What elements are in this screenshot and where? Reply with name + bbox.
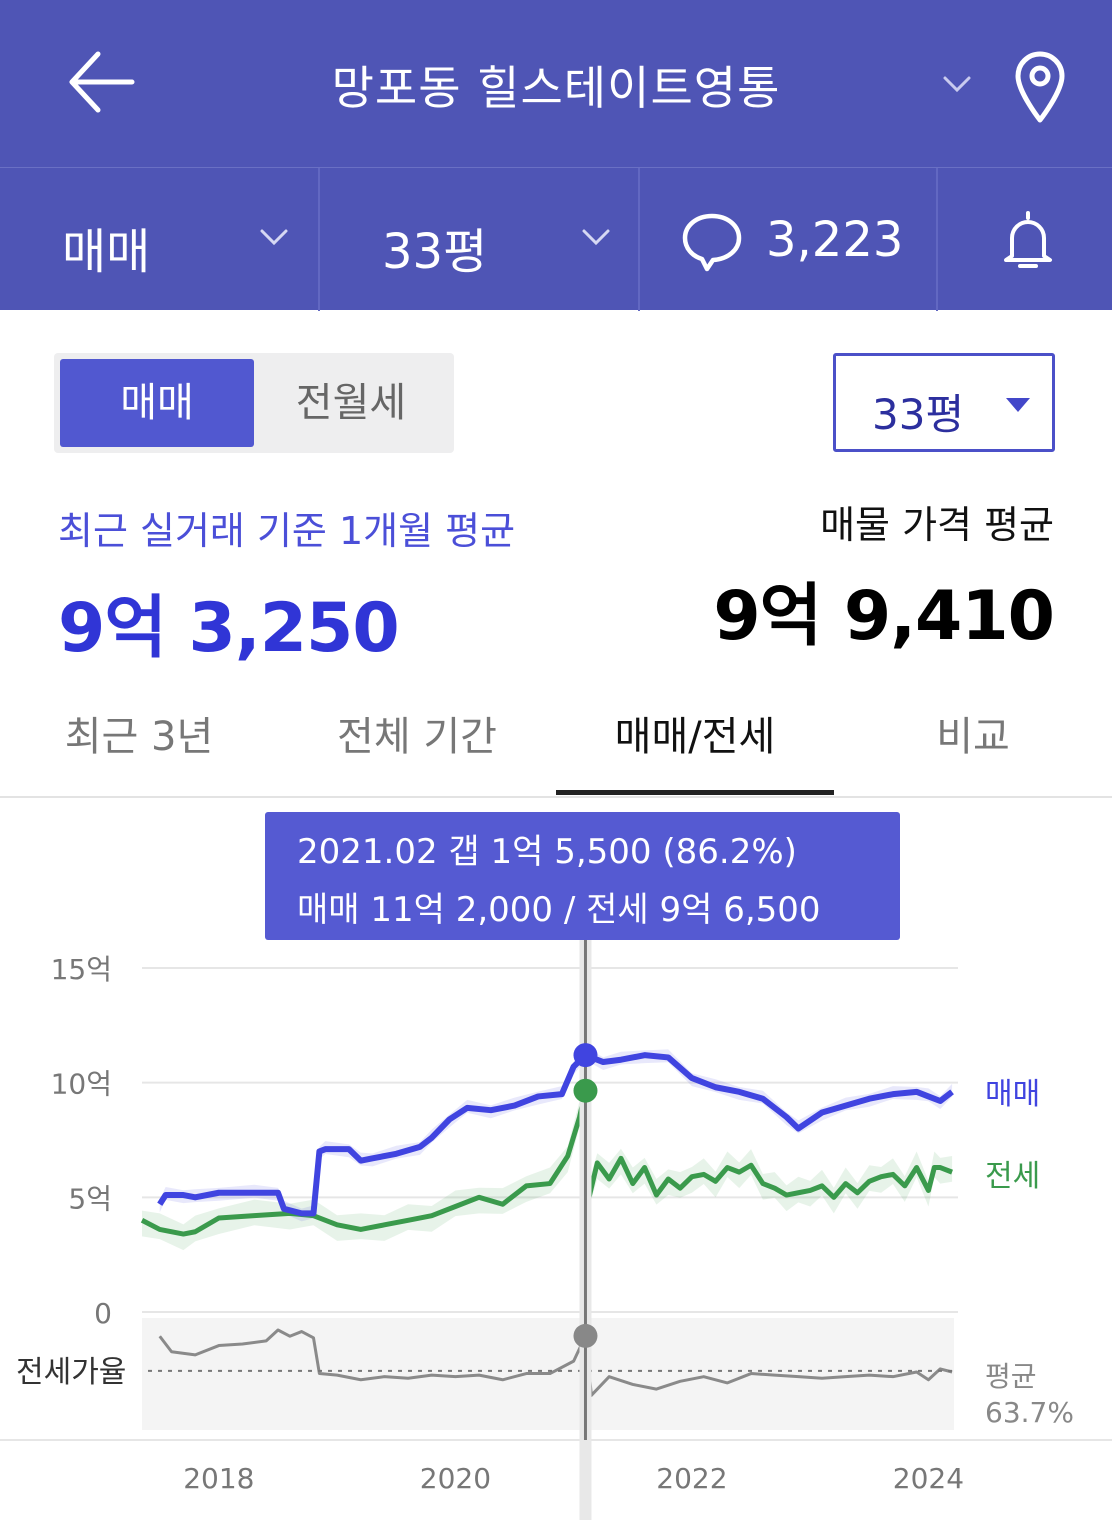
- recent-average-value: 9억 3,250: [58, 589, 400, 668]
- map-pin-icon[interactable]: [1008, 46, 1072, 126]
- tooltip-prices: 매매 11억 2,000 / 전세 9억 6,500: [297, 890, 821, 930]
- x-tick-label: 2022: [656, 1462, 727, 1495]
- chevron-down-icon: [582, 229, 610, 246]
- tab-recent-3y[interactable]: 최근 3년: [64, 714, 214, 760]
- sale-cursor-point: [573, 1043, 598, 1068]
- size-select-value: 33평: [872, 390, 965, 439]
- size-select[interactable]: 33평: [833, 353, 1055, 452]
- sale-series-line: [157, 1052, 954, 1217]
- area-label: 33평: [382, 224, 488, 280]
- comment-count: 3,223: [766, 212, 904, 268]
- trade-type-select[interactable]: 매매: [0, 168, 320, 311]
- ratio-average-value: 63.7%: [985, 1396, 1074, 1429]
- active-tab-indicator: [556, 790, 834, 795]
- toggle-lease[interactable]: 전월세: [295, 380, 407, 426]
- y-tick-label: 5억: [68, 1182, 112, 1215]
- tab-sale-lease[interactable]: 매매/전세: [614, 714, 776, 760]
- tab-compare[interactable]: 비교: [936, 714, 1010, 760]
- recent-average-label: 최근 실거래 기준 1개월 평균: [58, 509, 516, 553]
- area-select[interactable]: 33평: [320, 168, 640, 311]
- chart-tooltip: 2021.02 갭 1억 5,500 (86.2%) 매매 11억 2,000 …: [265, 812, 900, 940]
- caret-down-icon: [1006, 398, 1030, 412]
- legend-lease: 전세: [985, 1159, 1040, 1194]
- header: 망포동 힐스테이트영통 매매 33평 3,223: [0, 0, 1112, 311]
- title-bar: 망포동 힐스테이트영통: [0, 0, 1112, 165]
- trade-toggle: 매매 전월세: [54, 353, 454, 453]
- sale-range-band: [159, 1047, 953, 1222]
- y-tick-label: 15억: [51, 953, 112, 986]
- chevron-down-icon: [260, 229, 288, 246]
- tab-all-period[interactable]: 전체 기간: [337, 714, 497, 760]
- y-tick-label: 10억: [51, 1068, 112, 1101]
- comments-button[interactable]: 3,223: [640, 168, 938, 311]
- lease-cursor-point: [573, 1078, 598, 1103]
- ratio-average-label: 평균: [985, 1360, 1037, 1393]
- trade-type-label: 매매: [62, 224, 151, 280]
- alarm-button[interactable]: [938, 168, 1112, 311]
- speech-bubble-icon: [682, 213, 742, 272]
- asking-average-label: 매물 가격 평균: [820, 503, 1054, 547]
- filter-bar: 매매 33평 3,223: [0, 167, 1112, 311]
- ratio-label: 전세가율: [16, 1355, 126, 1390]
- chart-tabs: 최근 3년 전체 기간 매매/전세 비교: [0, 690, 1112, 798]
- toggle-sale[interactable]: 매매: [60, 359, 254, 447]
- x-tick-label: 2020: [420, 1462, 491, 1495]
- chevron-down-icon[interactable]: [935, 64, 979, 104]
- tooltip-gap: 2021.02 갭 1억 5,500 (86.2%): [297, 832, 797, 872]
- page-title[interactable]: 망포동 힐스테이트영통: [331, 61, 781, 115]
- lease-series-line: [140, 1088, 953, 1237]
- arrow-left-icon[interactable]: [62, 48, 142, 116]
- bell-icon: [1004, 211, 1052, 268]
- ratio-cursor-point: [573, 1323, 598, 1348]
- legend-sale: 매매: [985, 1077, 1040, 1112]
- ratio-series-line: [158, 1328, 953, 1397]
- asking-average-value: 9억 9,410: [713, 577, 1055, 656]
- x-tick-label: 2018: [183, 1462, 254, 1495]
- x-tick-label: 2024: [893, 1462, 964, 1495]
- y-tick-label: 0: [94, 1297, 112, 1330]
